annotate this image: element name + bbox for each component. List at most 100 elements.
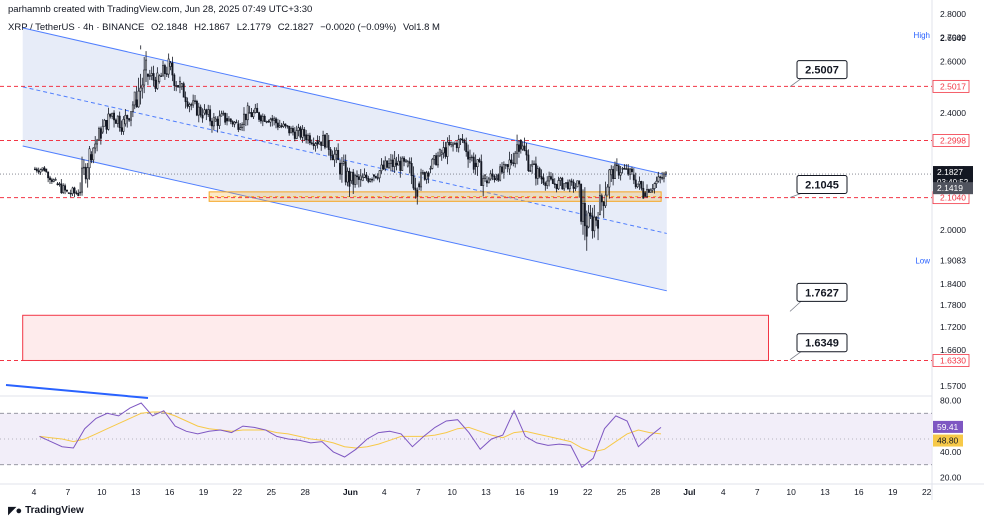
candle-body — [544, 182, 547, 186]
candle-body — [582, 202, 584, 222]
candle-body — [623, 168, 626, 170]
x-tick-19: 19 — [549, 487, 559, 497]
candle-body — [35, 168, 38, 172]
candle-body — [371, 178, 374, 181]
candle-body — [580, 183, 583, 222]
x-tick-16: 16 — [515, 487, 525, 497]
x-tick-4: 4 — [382, 487, 387, 497]
rsi-tick-20.00: 20.00 — [940, 473, 962, 483]
candle-body — [269, 119, 272, 123]
candle-body — [182, 83, 185, 98]
brand-label: TradingView — [25, 505, 84, 516]
callout-label-1.7627: 1.7627 — [805, 287, 839, 299]
candle-body — [382, 164, 385, 170]
candle-body — [263, 115, 266, 122]
candle-body — [265, 121, 268, 123]
candle-body — [501, 166, 503, 173]
candle-body — [60, 183, 63, 193]
candle-body — [39, 169, 42, 173]
candle-body — [484, 174, 487, 179]
candle-body — [101, 125, 104, 133]
candle-body — [86, 167, 89, 180]
low-value: 1.9083 — [940, 255, 966, 265]
candle-body — [113, 112, 116, 121]
candle-body — [469, 156, 471, 160]
candle-body — [397, 160, 400, 166]
candle-body — [617, 165, 620, 176]
candle-body — [197, 106, 200, 116]
x-tick-13: 13 — [481, 487, 491, 497]
candle-body — [600, 195, 603, 203]
level-tag-box — [932, 354, 970, 367]
candle-body — [344, 161, 347, 183]
candle-body — [452, 143, 455, 147]
candle-body — [49, 177, 51, 180]
x-tick-10: 10 — [786, 487, 796, 497]
candle-body — [256, 107, 259, 113]
candle-body — [67, 192, 70, 194]
candle-body — [73, 187, 76, 194]
candle-body — [414, 187, 417, 191]
candle-body — [525, 150, 528, 156]
candle-body — [427, 172, 430, 177]
candle-body — [346, 170, 349, 183]
candle-body — [273, 118, 276, 121]
candle-body — [243, 113, 245, 125]
candle-body — [205, 109, 208, 115]
x-tick-4: 4 — [32, 487, 37, 497]
candle-body — [261, 115, 264, 122]
candle-body — [493, 175, 496, 181]
candle-body — [418, 183, 421, 188]
candle-body — [467, 151, 470, 160]
candle-body — [158, 75, 161, 83]
prev-price-badge — [933, 182, 973, 195]
x-tick-13: 13 — [131, 487, 141, 497]
candle-body — [224, 112, 227, 123]
candle-body — [649, 189, 652, 193]
callout-box — [796, 174, 848, 194]
x-tick-16: 16 — [854, 487, 864, 497]
callout-label-2.5007: 2.5007 — [805, 65, 839, 77]
candle-body — [546, 180, 549, 186]
candle-body — [655, 180, 658, 185]
candle-body — [632, 174, 635, 181]
candle-body — [527, 154, 530, 171]
candle-body — [226, 118, 229, 122]
candle-body — [50, 179, 53, 182]
candle-body — [81, 167, 83, 193]
candle-body — [329, 149, 332, 156]
candle-body — [314, 143, 317, 147]
candle-body — [565, 182, 568, 185]
candle-body — [218, 115, 221, 126]
candle-body — [305, 134, 308, 141]
candle-body — [163, 65, 166, 74]
candle-body — [227, 118, 230, 122]
candle-body — [352, 171, 355, 185]
candle-body — [331, 155, 334, 161]
legend-change: −0.0020 (−0.09%) — [320, 22, 397, 33]
x-tick-28: 28 — [300, 487, 310, 497]
candle-body — [286, 125, 289, 127]
candle-body — [566, 182, 569, 190]
tradingview-icon: ◤● — [8, 505, 22, 517]
candle-body — [406, 161, 409, 167]
legend-open: O2.1848 — [151, 22, 188, 33]
candle-body — [325, 133, 328, 148]
legend-symbol[interactable]: XRP / TetherUS · 4h · BINANCE — [8, 22, 145, 33]
candle-body — [96, 139, 99, 145]
candle-body — [523, 145, 526, 151]
x-tick-25: 25 — [267, 487, 277, 497]
candle-body — [495, 178, 498, 181]
rsi-value-badge — [933, 420, 963, 433]
candle-body — [357, 176, 360, 180]
level-tag-1.6330: 1.6330 — [940, 355, 966, 365]
candle-body — [480, 161, 483, 186]
candle-body — [79, 191, 82, 194]
candle-body — [350, 171, 353, 182]
candle-body — [280, 125, 283, 127]
candle-body — [482, 178, 485, 186]
candle-body — [465, 142, 468, 153]
y-tick-1.5700: 1.5700 — [940, 381, 966, 391]
candle-body — [429, 168, 432, 170]
